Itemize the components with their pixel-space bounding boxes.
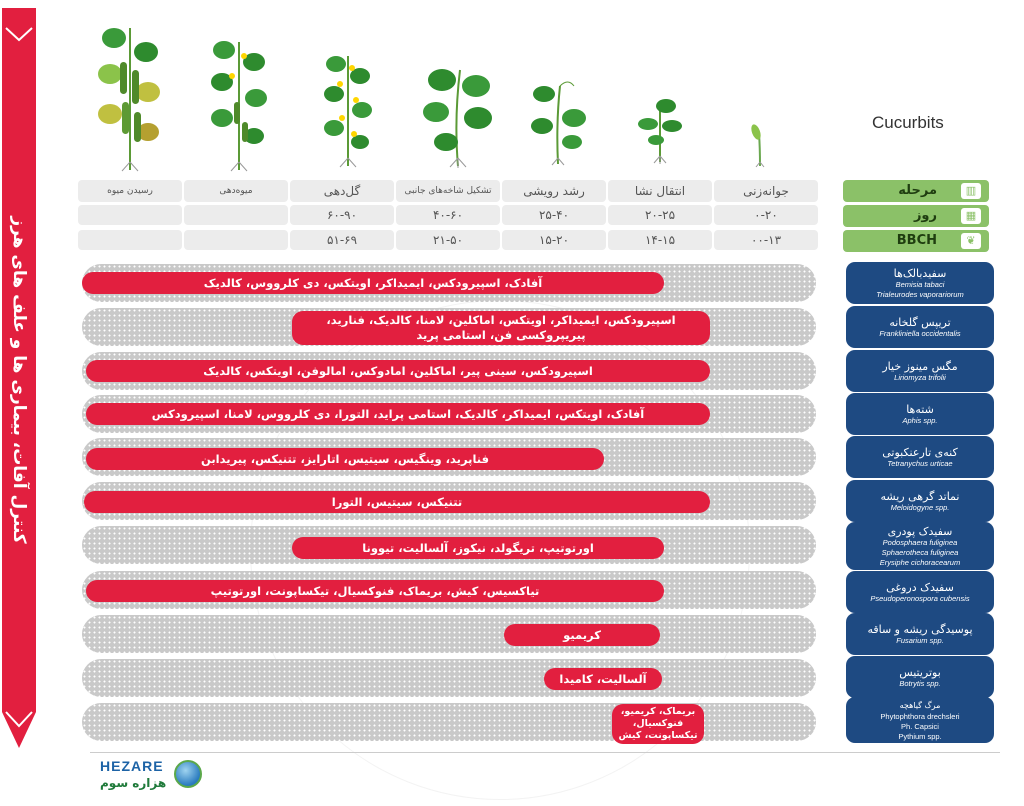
pest-scientific-name: Liriomyza trifolii [894, 372, 946, 382]
footer-divider [90, 752, 1000, 753]
logo-text-fa: هزاره سوم [100, 776, 167, 790]
day-header: روز ▦ [843, 205, 989, 227]
pest-scientific-name: Tetranychus urticae [887, 458, 953, 468]
stage-cell: گل‌دهی [290, 180, 394, 202]
bbch-cell: ۰۰-۱۳ [714, 230, 818, 250]
products-bar: کریمیو [504, 624, 660, 646]
pest-name: سفیدبالک‌ها [893, 266, 947, 280]
plant-stage-6-icon [208, 36, 270, 172]
bbch-cell: ۱۴-۱۵ [608, 230, 712, 250]
stage-cell: انتقال نشا [608, 180, 712, 202]
pest-name: سفیدک پودری [887, 524, 953, 538]
pest-label: مگس مینوز خیار Liriomyza trifolii [846, 350, 994, 392]
plant-stage-4-icon [420, 60, 496, 168]
pest-scientific-name: Meloidogyne spp. [890, 502, 950, 512]
pest-label: بوتریتیس Botrytis spp. [846, 656, 994, 698]
pest-name: شته‌ها [906, 402, 934, 416]
pest-label: سفیدک پودری Podosphaera fuliginea Sphaer… [846, 522, 994, 570]
products-bar: تیاکسیس، کیش، بریماک، فنوکسیال، تیکساپون… [86, 580, 664, 602]
day-cell: ۶۰-۹۰ [290, 205, 394, 225]
day-cell: ۲۵-۴۰ [502, 205, 606, 225]
pest-scientific-name: Fusarium spp. [896, 635, 944, 645]
plant-stage-7-icon [96, 22, 164, 172]
products-bar: اسپیرودکس، ایمیداکر، اویتکس، اماکلین، لا… [292, 311, 710, 345]
pest-label: پوسیدگی ریشه و ساقه Fusarium spp. [846, 613, 994, 655]
day-cell: ۲۰-۲۵ [608, 205, 712, 225]
bbch-cell: ۲۱-۵۰ [396, 230, 500, 250]
pest-name: نماتد گرهی ریشه [880, 489, 960, 503]
ribbon-shape [2, 8, 36, 748]
pest-label: نماتد گرهی ریشه Meloidogyne spp. [846, 480, 994, 522]
stage-cell: تشکیل شاخه‌های جانبی [396, 180, 500, 202]
pest-scientific-name: Aphis spp. [902, 415, 938, 425]
pest-scientific-name: Frankliniella occidentalis [879, 328, 961, 338]
pest-scientific-name: Podosphaera fuliginea [882, 537, 958, 547]
pest-name: تریپس گلخانه [889, 315, 951, 329]
chart-icon: ▥ [961, 183, 981, 199]
products-bar: آفادک، اویتکس، ایمیداکر، کالدیک، استامی … [86, 403, 710, 425]
plant-stage-2-icon [632, 96, 688, 164]
row-background [82, 703, 816, 741]
products-bar: اورتوتیپ، تریگولد، نیکوز، آلسالیت، تیوون… [292, 537, 664, 559]
company-logo: HEZARE هزاره سوم [92, 756, 212, 796]
pest-label: شته‌ها Aphis spp. [846, 393, 994, 435]
pest-scientific-name: Pythium spp. [898, 731, 942, 741]
pest-scientific-name: Ph. Capsici [901, 721, 939, 731]
bbch-cell [78, 230, 182, 250]
plant-stage-5-icon [322, 50, 374, 168]
pest-scientific-name: Botrytis spp. [899, 678, 941, 688]
products-bar: آلسالیت، کامیدا [544, 668, 662, 690]
row-background [82, 659, 816, 697]
plant-stage-1-icon [748, 122, 772, 168]
pest-label: سفیدبالک‌ها Bemisia tabaci Trialeurodes … [846, 262, 994, 304]
bbch-cell: ۱۵-۲۰ [502, 230, 606, 250]
products-bar: فناپرید، وینگیس، سیتیس، اتارایز، تتنیکس،… [86, 448, 604, 470]
side-ribbon: کنترل آفات، بیماری ها و علف های هرز [0, 0, 38, 806]
plant-stage-3-icon [528, 74, 590, 166]
pest-scientific-name: Pseudoperonospora cubensis [870, 593, 970, 603]
pest-name: مگس مینوز خیار [882, 359, 958, 373]
pest-name: کنه‌ی تارعنکبوتی [882, 445, 958, 459]
pest-label: کنه‌ی تارعنکبوتی Tetranychus urticae [846, 436, 994, 478]
stage-cell: رسیدن میوه [78, 180, 182, 202]
pest-name: مرگ گیاهچه [899, 700, 941, 710]
stage-cell: رشد رویشی [502, 180, 606, 202]
stage-cell: جوانه‌زنی [714, 180, 818, 202]
bbch-cell: ۵۱-۶۹ [290, 230, 394, 250]
pest-scientific-name: Erysiphe cichoracearum [879, 557, 961, 567]
ribbon-title: کنترل آفات، بیماری ها و علف های هرز [9, 216, 29, 544]
pest-scientific-name: Sphaerotheca fuliginea [881, 547, 959, 557]
products-bar: اسپیرودکس، سینی پیر، اماکلین، امادوکس، ا… [86, 360, 710, 382]
pest-scientific-name: Bemisia tabaci [895, 279, 945, 289]
bbch-header: BBCH ❦ [843, 230, 989, 252]
crop-name: Cucurbits [872, 113, 944, 132]
logo-text-en: HEZARE [100, 758, 164, 774]
day-cell: ۰-۲۰ [714, 205, 818, 225]
stage-header-label: مرحله [898, 183, 937, 198]
pest-name: سفیدک دروغی [886, 580, 954, 594]
bbch-cell [184, 230, 288, 250]
bbch-header-label: BBCH [896, 233, 937, 248]
day-cell [184, 205, 288, 225]
pest-scientific-name: Phytophthora drechsleri [880, 711, 960, 721]
pest-scientific-name: Trialeurodes vaporariorum [876, 289, 964, 299]
row-background [82, 615, 816, 653]
pest-label: مرگ گیاهچه Phytophthora drechsleri Ph. C… [846, 697, 994, 743]
products-bar: آفادک، اسپیرودکس، ایمیداکر، اویتکس، دی ک… [82, 272, 664, 294]
wheat-icon: ❦ [961, 233, 981, 249]
products-bar: تتنیکس، سیتیس، التورا [84, 491, 710, 513]
day-cell: ۴۰-۶۰ [396, 205, 500, 225]
stage-header: مرحله ▥ [843, 180, 989, 202]
calendar-icon: ▦ [961, 208, 981, 224]
pest-label: سفیدک دروغی Pseudoperonospora cubensis [846, 571, 994, 613]
products-bar: بریماک، کریمیو، فنوکسیال، تیکساپونت، کیش [612, 704, 704, 744]
day-header-label: روز [913, 208, 937, 223]
pest-name: بوتریتیس [899, 665, 941, 679]
pest-name: پوسیدگی ریشه و ساقه [867, 622, 973, 636]
pest-label: تریپس گلخانه Frankliniella occidentalis [846, 306, 994, 348]
stage-cell: میوه‌دهی [184, 180, 288, 202]
globe-icon [174, 760, 202, 788]
day-cell [78, 205, 182, 225]
